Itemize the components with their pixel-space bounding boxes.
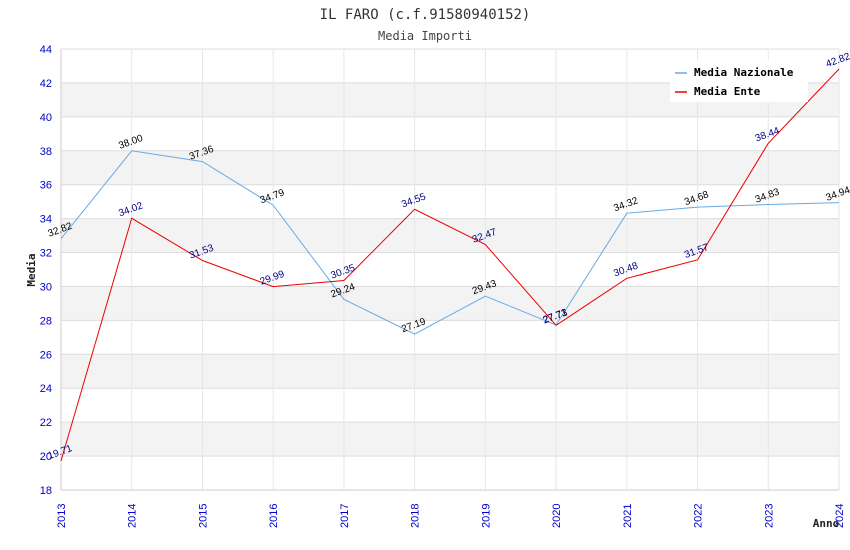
x-axis-ticks: 2013 2014 2015 2016 2017 2018 2019 2020 2021 2022… [56,504,846,528]
x-axis-label: Anno [813,517,840,530]
x-tick-label: 2022 [693,504,705,528]
grid-band [61,184,839,219]
y-tick-label: 20 [40,451,52,463]
x-tick-label: 2023 [763,504,775,528]
grid-band [61,456,839,490]
x-tick-label: 2020 [551,504,563,528]
x-tick-label: 2016 [268,504,280,528]
y-tick-label: 44 [40,44,52,56]
y-tick-label: 30 [40,281,52,293]
y-tick-label: 38 [40,146,52,158]
y-tick-label: 22 [40,417,52,429]
x-tick-label: 2021 [622,504,634,528]
grid-band [61,388,839,423]
x-tick-label: 2019 [480,504,492,528]
x-tick-label: 2013 [56,504,68,528]
grid-band [61,422,839,457]
y-axis-label: Media [25,253,38,286]
y-tick-label: 18 [40,485,52,497]
y-axis-ticks: 18 20 22 24 26 28 30 32 34 36 38 40 42 44 [40,44,52,497]
y-tick-label: 24 [40,383,52,395]
legend-entry: Media Nazionale [694,66,794,79]
y-tick-label: 36 [40,180,52,192]
y-tick-label: 26 [40,349,52,361]
grid-band [61,354,839,389]
series-line-1 [60,68,840,462]
x-tick-label: 2017 [339,504,351,528]
grid-band [61,150,839,185]
grid-band [61,116,839,151]
y-tick-label: 40 [40,112,52,124]
legend: Media Nazionale Media Ente [670,60,808,102]
chart-subtitle: Media Importi [378,29,472,43]
x-tick-label: 2015 [197,504,209,528]
x-tick-label: 2014 [127,504,139,528]
grid-band [61,218,839,253]
series-group [60,68,840,462]
series-line-0 [60,150,840,335]
y-tick-label: 32 [40,248,52,260]
y-tick-label: 34 [40,214,52,226]
grid-bands [61,49,839,490]
x-tick-label: 2024 [834,504,846,528]
grid-band [61,320,839,355]
chart-title: IL FARO (c.f.91580940152) [320,7,531,23]
legend-entry: Media Ente [694,85,761,98]
grid-band [61,252,839,287]
legend-box [670,60,808,102]
y-tick-label: 42 [40,78,52,90]
y-tick-label: 28 [40,315,52,327]
x-tick-label: 2018 [410,504,422,528]
